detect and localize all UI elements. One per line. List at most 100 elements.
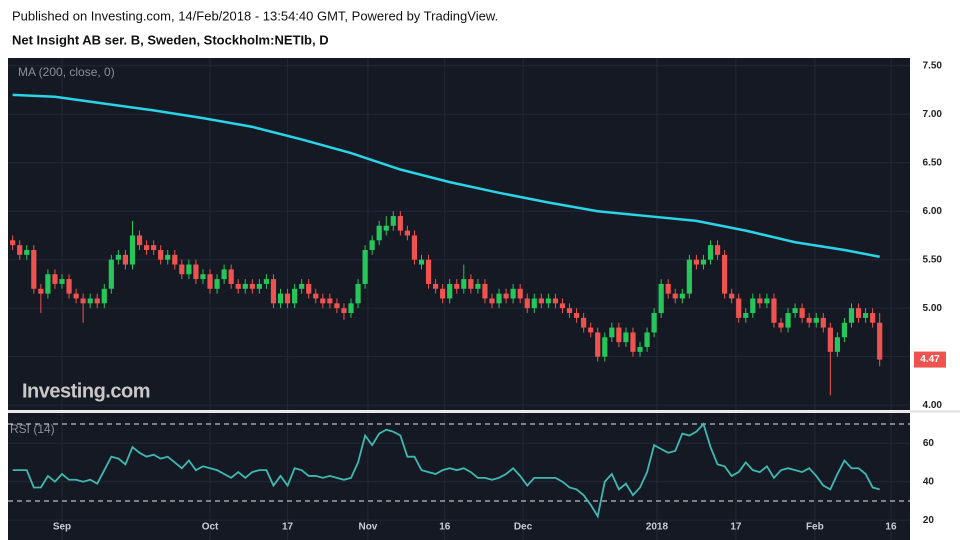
x-tick-label: Sep (53, 522, 71, 533)
candle-body (588, 327, 594, 333)
candle-body (806, 317, 812, 323)
candle-body (242, 283, 248, 289)
chart-title: Net Insight AB ser. B, Sweden, Stockholm… (12, 32, 329, 47)
candle-body (813, 317, 819, 323)
candle-body (848, 308, 855, 323)
candle-body (376, 225, 382, 241)
candle-body (707, 245, 714, 260)
candle-body (693, 259, 700, 265)
candle-body (573, 313, 580, 318)
candle-body (736, 298, 742, 318)
x-tick-label: 17 (730, 522, 742, 533)
candle-body (348, 303, 354, 314)
candle-body (686, 259, 692, 294)
candle-body (362, 250, 368, 284)
y-tick-label: 5.00 (923, 303, 943, 314)
candle-body (644, 332, 650, 347)
candle-body (750, 298, 756, 314)
candle-body (418, 259, 425, 265)
candle-body (122, 254, 129, 265)
candle-body (447, 283, 453, 299)
candle-body (785, 313, 791, 328)
candle-body (510, 288, 516, 299)
candle-body (207, 274, 213, 289)
candle-body (440, 288, 446, 299)
x-tick-label: Feb (806, 522, 824, 533)
candle-body (383, 225, 389, 231)
candle-body (799, 308, 805, 318)
y-tick-label: 5.50 (923, 254, 943, 265)
candle-body (714, 245, 721, 255)
candle-body (87, 298, 93, 304)
x-tick-label: 16 (885, 522, 897, 533)
candle-body (432, 283, 439, 289)
candle-body (17, 245, 23, 255)
candle-body (517, 288, 523, 299)
candle-body (136, 235, 143, 246)
candle-body (263, 279, 270, 284)
candle-body (602, 337, 608, 357)
rsi-pane (8, 413, 910, 540)
watermark: Investing.com (22, 380, 150, 402)
candle-body (59, 279, 65, 284)
last-price-box (914, 351, 946, 368)
candle-body (820, 317, 826, 328)
candle-body (566, 308, 573, 314)
candle-body (454, 283, 460, 289)
candle-body (306, 283, 312, 294)
candle-body (524, 298, 530, 309)
price-pane (8, 58, 910, 410)
candle-body (771, 298, 777, 323)
rsi-tick-label: 60 (923, 438, 935, 449)
candle-body (545, 298, 551, 304)
candle-body (179, 264, 185, 275)
candle-body (151, 245, 157, 250)
candle-body (31, 250, 37, 289)
candle-body (158, 250, 164, 260)
candle-body (73, 293, 79, 299)
candle-body (390, 216, 396, 226)
y-tick-label: 7.50 (923, 60, 943, 71)
candle-body (80, 298, 86, 304)
candle-body (658, 283, 664, 314)
candle-body (10, 240, 16, 246)
candle-body (299, 283, 305, 289)
candle-body (679, 293, 685, 299)
candle-body (115, 254, 121, 260)
candle-body (24, 250, 30, 255)
candle-body (221, 269, 227, 280)
candle-body (665, 283, 671, 294)
candle-body (235, 283, 241, 289)
x-tick-label: 17 (282, 522, 294, 533)
y-tick-label: 6.50 (923, 157, 943, 168)
candle-body (108, 259, 114, 289)
x-tick-label: Dec (514, 522, 533, 533)
candle-body (468, 279, 474, 289)
candle-body (165, 254, 171, 260)
candle-body (313, 293, 319, 299)
candle-body (855, 308, 862, 318)
candle-body (729, 293, 735, 299)
last-price-label: 4.47 (920, 354, 940, 365)
candle-body (496, 293, 502, 304)
candle-body (552, 298, 559, 304)
candle-body (94, 298, 100, 304)
candle-body (52, 274, 58, 284)
candle-body (277, 293, 284, 304)
candle-body (425, 259, 432, 284)
candle-body (559, 303, 566, 309)
candle-body (101, 288, 107, 304)
candle-body (397, 216, 403, 231)
candle-body (827, 327, 833, 352)
candle-body (270, 279, 277, 304)
ma-label: MA (200, close, 0) (18, 65, 115, 79)
candle-body (45, 274, 51, 294)
candle-body (411, 235, 418, 260)
candle-body (630, 332, 636, 352)
x-tick-label: Nov (358, 522, 377, 533)
candle-body (369, 240, 375, 250)
ma-line (12, 93, 880, 259)
candle-body (129, 235, 136, 265)
y-tick-label: 4.00 (923, 400, 943, 411)
